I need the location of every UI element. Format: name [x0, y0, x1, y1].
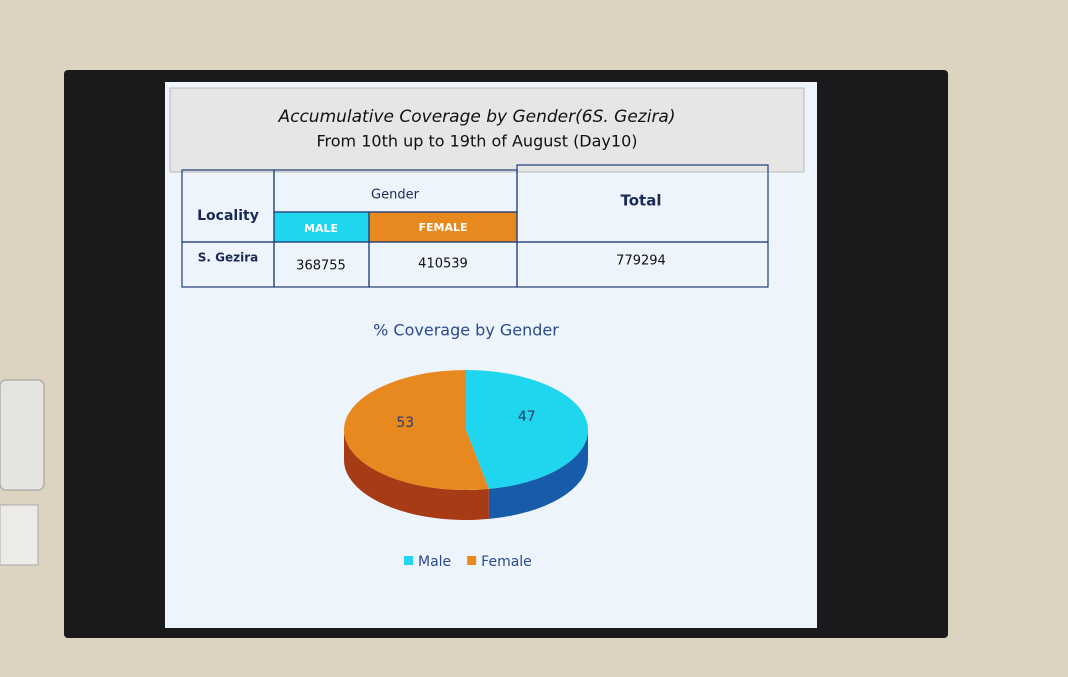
chart-title: % Coverage by Gender [373, 321, 559, 340]
coverage-table: Locality Gender MALE FEMALE Total S. Gez… [181, 164, 769, 288]
pie-side [343, 430, 489, 520]
table-cell: S. Gezira [198, 251, 258, 265]
legend-swatch [404, 556, 413, 565]
legend-swatch [467, 556, 477, 565]
cell [516, 241, 769, 288]
data-label: 53 [396, 415, 414, 431]
header-cell: MALE [304, 222, 338, 235]
data-label: 47 [518, 409, 536, 425]
wall-socket [0, 379, 45, 491]
male-header-bg [274, 212, 369, 242]
table-cell: 410539 [418, 257, 468, 272]
legend-label: Male [418, 554, 451, 570]
header-cell: FEMALE [418, 221, 467, 234]
pie-side [488, 430, 588, 519]
slide-title: Accumulative Coverage by Gender(6S. Gezi… [277, 107, 675, 127]
pie-slice [466, 370, 589, 519]
female-header-bg [369, 212, 517, 242]
table-cell: 368755 [296, 259, 346, 274]
pie-chart: 47 53 [343, 370, 589, 520]
pie-top [466, 370, 589, 489]
table-cell: 779294 [616, 254, 666, 269]
wall-switch [0, 504, 39, 566]
header-cell: Locality [197, 208, 259, 224]
legend-label: Female [481, 554, 532, 570]
title-banner [169, 87, 805, 173]
header-cell: Gender [371, 188, 420, 203]
pie-slice [343, 370, 489, 520]
header-cell: Total [621, 192, 662, 210]
legend: Male Female [404, 554, 532, 570]
slide-subtitle: From 10th up to 19th of August (Day10) [317, 132, 638, 151]
pie-top [344, 370, 489, 490]
